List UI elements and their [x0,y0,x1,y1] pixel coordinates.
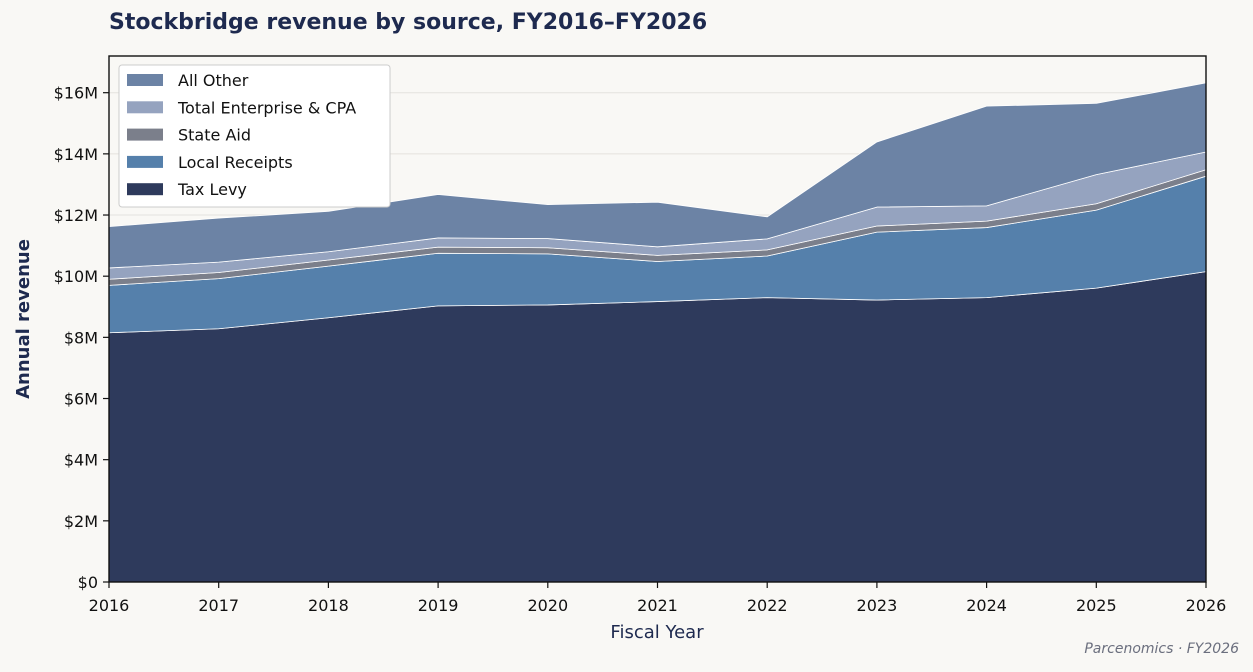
x-tick-label: 2017 [198,596,239,615]
legend-swatch-local-receipts [127,155,163,168]
legend-label-local-receipts: Local Receipts [178,153,293,172]
y-tick-label: $0 [78,573,98,592]
x-tick-label: 2020 [527,596,568,615]
x-tick-label: 2021 [637,596,678,615]
y-tick-label: $16M [54,84,98,103]
y-tick-label: $8M [64,328,98,347]
legend-label-tax-levy: Tax Levy [177,180,247,199]
x-tick-label: 2025 [1076,596,1117,615]
y-axis: $0 $2M $4M $6M $8M $10M $12M $14M $16M [54,84,109,592]
y-tick-label: $14M [54,145,98,164]
legend: All Other Total Enterprise & CPA State Aid… [118,64,391,208]
x-tick-label: 2016 [89,596,130,615]
x-tick-label: 2026 [1186,596,1227,615]
x-tick-label: 2024 [966,596,1007,615]
legend-label-all-other: All Other [178,71,249,90]
y-tick-label: $6M [64,390,98,409]
y-tick-label: $4M [64,451,98,470]
x-tick-label: 2023 [857,596,898,615]
chart-title: Stockbridge revenue by source, FY2016–FY… [109,10,708,35]
legend-label-total-enterprise-cpa: Total Enterprise & CPA [177,98,356,117]
legend-swatch-tax-levy [127,183,163,196]
y-tick-label: $12M [54,206,98,225]
legend-box [118,64,391,208]
x-tick-label: 2019 [418,596,459,615]
y-tick-label: $10M [54,267,98,286]
y-axis-title: Annual revenue [13,239,34,399]
legend-swatch-state-aid [127,128,163,141]
y-tick-label: $2M [64,512,98,531]
legend-swatch-all-other [127,74,163,86]
x-axis: 2016 2017 2018 2019 2020 2021 2022 2023 2024 2025… [89,582,1227,615]
legend-swatch-total-enterprise-cpa [127,101,163,114]
area-layers [108,82,1207,583]
x-tick-label: 2018 [308,596,349,615]
x-tick-label: 2022 [747,596,788,615]
source-credit: Parcenomics · FY2026 [1084,641,1239,657]
legend-label-state-aid: State Aid [178,126,251,145]
x-axis-title: Fiscal Year [610,622,704,643]
